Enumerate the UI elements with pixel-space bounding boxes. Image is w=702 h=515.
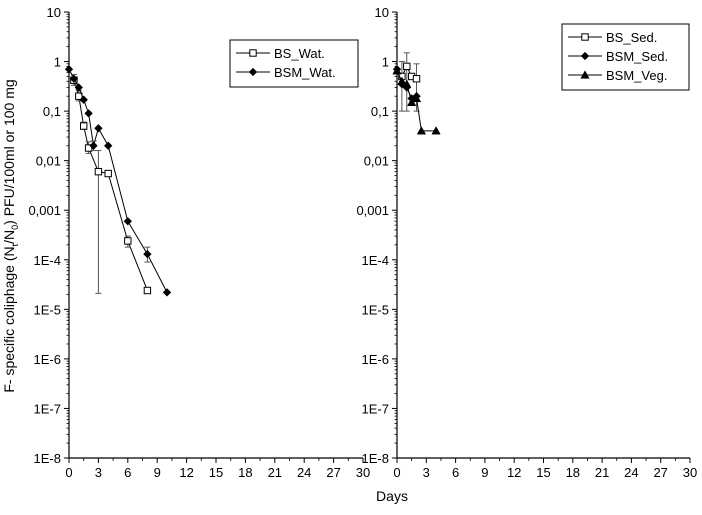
- x-tick-label: 0: [393, 465, 400, 480]
- y-axis-title-sub1: t: [10, 243, 20, 246]
- x-tick-label: 12: [179, 465, 193, 480]
- y-tick-label: 0,01: [36, 154, 61, 169]
- y-tick-label: 0,01: [364, 154, 389, 169]
- x-tick-label: 27: [653, 465, 667, 480]
- data-point: [124, 237, 132, 245]
- x-tick-label: 24: [624, 465, 638, 480]
- data-point: [402, 79, 412, 88]
- x-tick-label: 0: [65, 465, 72, 480]
- y-tick-label: 1E-4: [34, 253, 61, 268]
- y-tick-label: 1E-5: [34, 302, 61, 317]
- y-axis-title: F- specific coliphage (Nt/N0) PFU/100ml …: [1, 79, 20, 392]
- x-tick-label: 3: [95, 465, 102, 480]
- y-tick-label: 0,001: [28, 203, 61, 218]
- y-tick-label: 1E-8: [34, 451, 61, 466]
- x-tick-label: 6: [452, 465, 459, 480]
- x-tick-label: 21: [595, 465, 609, 480]
- series-bsm-wat-: [64, 65, 172, 297]
- data-point: [411, 93, 422, 103]
- y-tick-label: 1: [382, 55, 389, 70]
- legend-marker: [580, 51, 590, 61]
- legend-box: [229, 39, 359, 88]
- y-tick-label: 1E-4: [362, 253, 389, 268]
- y-tick-label: 1E-5: [362, 302, 389, 317]
- legend-marker: [249, 49, 257, 57]
- data-point: [80, 122, 88, 130]
- legend-label: BSM_Veg.: [606, 68, 667, 83]
- y-axis-title-post: ) PFU/100ml or 100 mg: [1, 79, 17, 225]
- y-tick-label: 0,1: [43, 104, 61, 119]
- y-tick-label: 10: [375, 5, 389, 20]
- data-point: [416, 126, 427, 135]
- x-tick-label: 3: [423, 465, 430, 480]
- y-axis-title-pre: F- specific coliphage (N: [1, 246, 17, 392]
- data-point: [392, 66, 402, 75]
- legend-marker: [581, 33, 589, 41]
- data-point: [94, 124, 103, 133]
- data-point: [104, 141, 113, 150]
- x-tick-label: 30: [683, 465, 697, 480]
- data-point: [143, 286, 152, 295]
- legend-label: BS_Wat.: [274, 46, 325, 61]
- x-tick-label: 27: [326, 465, 340, 480]
- x-tick-label: 15: [209, 465, 223, 480]
- right-legend: BS_Sed. BSM_Sed. BSM_Veg.: [561, 23, 690, 91]
- data-point: [89, 141, 98, 150]
- data-point: [403, 62, 411, 71]
- data-point: [143, 249, 152, 259]
- legend-marker: [248, 67, 258, 77]
- series-bsm-veg-: [392, 66, 441, 135]
- data-point: [94, 167, 103, 176]
- y-tick-label: 1E-7: [362, 401, 389, 416]
- y-tick-label: 10: [47, 5, 61, 20]
- data-point: [64, 65, 74, 74]
- legend-marker: [580, 70, 590, 79]
- legend-label: BSM_Sed.: [606, 49, 668, 64]
- y-tick-label: 1E-7: [34, 401, 61, 416]
- y-axis-title-mid: /N: [1, 230, 17, 244]
- x-tick-label: 9: [154, 465, 161, 480]
- x-axis-title: Days: [376, 488, 408, 504]
- y-tick-label: 1: [54, 55, 61, 70]
- x-tick-label: 30: [356, 465, 370, 480]
- x-tick-label: 18: [238, 465, 252, 480]
- legend-label: BSM_Wat.: [274, 65, 336, 80]
- x-tick-label: 6: [124, 465, 131, 480]
- data-point: [162, 288, 172, 297]
- x-tick-label: 24: [297, 465, 311, 480]
- x-tick-label: 18: [566, 465, 580, 480]
- data-point: [79, 95, 88, 104]
- x-tick-label: 12: [507, 465, 521, 480]
- y-tick-label: 1E-8: [362, 451, 389, 466]
- left-panel: 10 1 0,1 0,01 0,001 1E-4 1E-5 1E-6 1E-7 1E-8 0 3 6 9 1…: [28, 5, 370, 480]
- y-tick-label: 1E-6: [34, 352, 61, 367]
- data-point: [123, 217, 132, 226]
- x-tick-label: 9: [481, 465, 488, 480]
- left-legend: BS_Wat. BSM_Wat.: [229, 39, 359, 88]
- y-tick-label: 0,1: [371, 104, 389, 119]
- y-tick-label: 0,001: [356, 203, 389, 218]
- x-tick-label: 21: [268, 465, 282, 480]
- series-line: [73, 80, 148, 291]
- data-point: [74, 83, 83, 92]
- x-tick-label: 15: [536, 465, 550, 480]
- right-panel: 10 1 0,1 0,01 0,001 1E-4 1E-5 1E-6 1E-7 1E-8 0 3 6 9 1…: [356, 5, 697, 480]
- data-point: [397, 76, 407, 85]
- data-point: [104, 169, 112, 178]
- y-tick-label: 1E-6: [362, 352, 389, 367]
- data-point: [431, 126, 441, 135]
- data-point: [412, 75, 421, 83]
- data-point: [69, 74, 79, 83]
- y-axis-title-sub2: 0: [10, 225, 20, 230]
- series-bs-wat-: [70, 73, 152, 295]
- data-point: [84, 109, 93, 118]
- legend-label: BS_Sed.: [606, 30, 657, 45]
